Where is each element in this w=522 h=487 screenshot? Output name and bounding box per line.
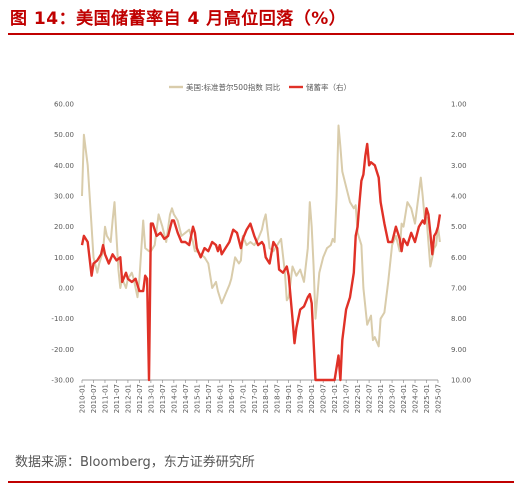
x-tick-label: 2018-01 bbox=[262, 384, 270, 413]
x-tick-label: 2010-01 bbox=[79, 384, 87, 413]
x-tick-label: 2019-07 bbox=[297, 384, 305, 413]
legend-label: 储蓄率（右） bbox=[306, 82, 351, 92]
x-tick-label: 2023-01 bbox=[377, 384, 385, 413]
x-tick-label: 2021-07 bbox=[343, 384, 351, 413]
series-lines bbox=[80, 124, 442, 382]
source-note: 数据来源：Bloomberg，东方证券研究所 bbox=[15, 455, 255, 470]
left-tick-label: 0.00 bbox=[58, 285, 74, 293]
x-tick-label: 2010-07 bbox=[90, 384, 98, 413]
x-tick-label: 2013-07 bbox=[159, 384, 167, 413]
right-tick-label: 3.00 bbox=[451, 162, 467, 170]
left-tick-label: -30.00 bbox=[51, 377, 74, 385]
x-tick-label: 2016-07 bbox=[228, 384, 236, 413]
x-tick-label: 2024-01 bbox=[400, 384, 408, 413]
x-tick-label: 2015-01 bbox=[193, 384, 201, 413]
x-axis-ticks: 2010-01 2010-07 2011-01 2011-07 2012-01 2012-… bbox=[79, 379, 443, 413]
legend-label: 美国:标准普尔500指数 同比 bbox=[186, 82, 281, 92]
x-tick-label: 2015-07 bbox=[205, 384, 213, 413]
x-tick-label: 2011-01 bbox=[101, 384, 109, 413]
right-tick-label: 2.00 bbox=[451, 131, 467, 139]
x-tick-label: 2021-01 bbox=[331, 384, 339, 413]
left-tick-label: 50.00 bbox=[54, 131, 74, 139]
left-tick-label: 40.00 bbox=[54, 162, 74, 170]
x-tick-label: 2013-01 bbox=[147, 384, 155, 413]
right-axis-ticks: 1.00 2.00 3.00 4.00 5.00 6.00 7.00 8.00 9.00 10.0… bbox=[451, 101, 471, 385]
right-tick-label: 5.00 bbox=[451, 223, 467, 231]
x-tick-label: 2014-07 bbox=[182, 384, 190, 413]
right-tick-label: 6.00 bbox=[451, 254, 467, 262]
right-tick-label: 10.00 bbox=[451, 377, 471, 385]
title-rule bbox=[8, 33, 514, 35]
left-tick-label: 20.00 bbox=[54, 223, 74, 231]
right-tick-label: 4.00 bbox=[451, 193, 467, 201]
x-tick-label: 2022-07 bbox=[366, 384, 374, 413]
right-tick-label: 1.00 bbox=[451, 101, 467, 109]
x-tick-label: 2018-07 bbox=[274, 384, 282, 413]
x-tick-label: 2020-01 bbox=[308, 384, 316, 413]
x-tick-label: 2023-07 bbox=[389, 384, 397, 413]
left-tick-label: 30.00 bbox=[54, 193, 74, 201]
x-tick-label: 2016-01 bbox=[216, 384, 224, 413]
x-tick-label: 2019-01 bbox=[285, 384, 293, 413]
left-tick-label: -20.00 bbox=[51, 346, 74, 354]
right-tick-label: 8.00 bbox=[451, 315, 467, 323]
left-axis-ticks: 60.00 50.00 40.00 30.00 20.00 10.00 0.00 -10.00… bbox=[51, 101, 74, 385]
left-tick-label: 60.00 bbox=[54, 101, 74, 109]
x-tick-label: 2022-01 bbox=[354, 384, 362, 413]
bottom-rule bbox=[8, 481, 514, 483]
x-tick-label: 2025-01 bbox=[423, 384, 431, 413]
figure-title: 图 14：美国储蓄率自 4 月高位回落（%） bbox=[10, 9, 347, 29]
x-tick-label: 2024-07 bbox=[412, 384, 420, 413]
x-tick-label: 2011-07 bbox=[113, 384, 121, 413]
spx-yoy-line bbox=[81, 124, 441, 348]
right-tick-label: 9.00 bbox=[451, 346, 467, 354]
x-tick-label: 2017-01 bbox=[239, 384, 247, 413]
x-tick-label: 2017-07 bbox=[251, 384, 259, 413]
left-tick-label: -10.00 bbox=[51, 315, 74, 323]
saving-rate-line bbox=[80, 142, 442, 382]
right-tick-label: 7.00 bbox=[451, 285, 467, 293]
x-tick-label: 2012-01 bbox=[124, 384, 132, 413]
left-tick-label: 10.00 bbox=[54, 254, 74, 262]
x-tick-label: 2020-07 bbox=[320, 384, 328, 413]
x-tick-label: 2025-07 bbox=[435, 384, 443, 413]
x-tick-label: 2014-01 bbox=[170, 384, 178, 413]
x-tick-label: 2012-07 bbox=[136, 384, 144, 413]
chart-legend: 美国:标准普尔500指数 同比 储蓄率（右） bbox=[169, 82, 351, 92]
